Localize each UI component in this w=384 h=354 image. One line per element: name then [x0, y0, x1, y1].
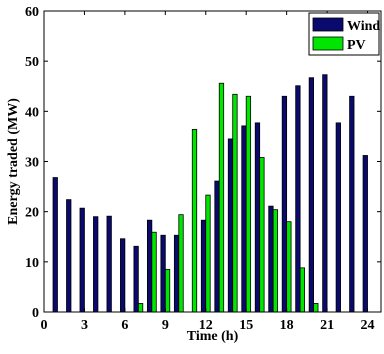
bar-pv-7 [137, 303, 144, 313]
bars-group [52, 74, 368, 313]
legend: Wind PV [308, 12, 380, 56]
y-tick-label: 60 [25, 5, 39, 20]
bar-pv-14 [232, 93, 238, 313]
bar-wind-10 [173, 234, 180, 313]
bar-wind-1 [52, 177, 58, 313]
x-tick-label: 6 [121, 318, 128, 333]
x-tick-label: 24 [361, 318, 375, 333]
bar-wind-20 [308, 77, 314, 313]
legend-swatch-wind [312, 17, 344, 32]
bar-pv-11 [191, 128, 198, 313]
bar-wind-9 [160, 234, 166, 313]
bar-wind-15 [241, 125, 247, 313]
x-tick-label: 3 [81, 318, 88, 333]
x-tick-label: 21 [320, 318, 334, 333]
bar-pv-16 [259, 157, 265, 313]
bar-wind-21 [322, 74, 328, 313]
x-tick-label: 9 [162, 318, 169, 333]
bar-pv-18 [286, 221, 292, 313]
x-axis-label: Time (h) [187, 329, 239, 344]
bar-wind-2 [66, 199, 72, 313]
y-tick-label: 40 [25, 105, 39, 120]
bar-wind-13 [214, 180, 220, 313]
legend-label-pv: PV [347, 38, 366, 53]
bar-wind-19 [295, 85, 301, 313]
bar-wind-16 [254, 122, 261, 313]
bar-pv-20 [313, 303, 319, 313]
bar-wind-22 [335, 122, 341, 313]
bar-wind-3 [79, 207, 85, 313]
bar-pv-10 [178, 214, 184, 313]
y-tick-label: 20 [25, 206, 39, 221]
bar-wind-6 [120, 238, 126, 313]
y-tick-label: 10 [25, 256, 39, 271]
bar-wind-5 [106, 215, 112, 313]
legend-swatch-pv [312, 36, 344, 51]
bar-wind-7 [133, 245, 139, 313]
y-tick-label: 50 [25, 55, 39, 70]
bar-pv-12 [205, 194, 211, 313]
y-tick-label: 30 [25, 156, 39, 171]
bar-pv-13 [218, 82, 225, 313]
x-tick-label: 18 [280, 318, 294, 333]
y-axis-label: Energy traded (MW) [6, 98, 21, 225]
bar-wind-17 [268, 205, 274, 313]
x-tick-label: 0 [41, 318, 48, 333]
y-tick-label: 0 [32, 306, 39, 321]
bar-wind-24 [362, 155, 368, 313]
legend-label-wind: Wind [347, 19, 380, 34]
x-tick-label: 15 [239, 318, 253, 333]
bar-wind-8 [146, 219, 153, 313]
bar-wind-18 [281, 95, 288, 313]
bar-pv-17 [272, 209, 279, 313]
ticks-group: 0 3 6 9 12 15 18 21 24 0 10 20 30 40 50 60 [25, 5, 381, 333]
bar-wind-12 [200, 219, 207, 313]
bar-pv-15 [245, 95, 252, 313]
x-tick-label: 12 [199, 318, 213, 333]
bar-pv-9 [164, 268, 171, 313]
bar-wind-4 [93, 216, 99, 313]
bar-pv-19 [299, 267, 305, 313]
bar-pv-8 [151, 231, 157, 313]
bar-wind-23 [349, 95, 355, 313]
bar-wind-14 [227, 138, 234, 313]
